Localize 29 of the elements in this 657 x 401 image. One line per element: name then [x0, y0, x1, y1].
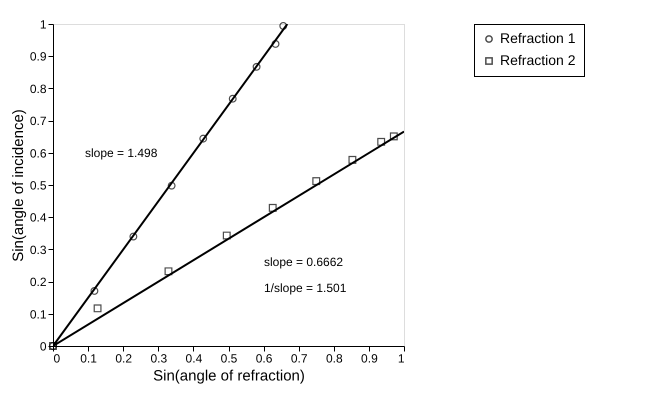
y-tick-label: 0.7: [30, 114, 47, 128]
x-tick-label: 0: [54, 352, 60, 366]
legend-label: Refraction 2: [500, 52, 576, 68]
y-tick-label: 0.8: [30, 82, 47, 96]
y-tick-label: 0.5: [30, 178, 47, 192]
y-tick-label: 0: [40, 340, 47, 354]
legend-label: Refraction 1: [500, 30, 576, 46]
x-tick-label: 0.6: [256, 352, 273, 366]
y-axis-title: Sin(angle of incidence): [10, 109, 27, 262]
y-tick-label: 0.6: [30, 146, 47, 160]
x-tick-label: 0.4: [186, 352, 203, 366]
annotation: slope = 1.498: [85, 146, 158, 160]
x-tick-label: 0.5: [220, 352, 238, 366]
y-tick-label: 1: [40, 18, 47, 32]
x-tick-label: 0.8: [326, 352, 343, 366]
x-tick-label: 0.7: [290, 352, 308, 366]
y-tick-label: 0.2: [30, 275, 47, 290]
x-tick-label: 0.9: [361, 352, 378, 366]
x-tick-label: 0.1: [80, 352, 98, 366]
annotation: slope = 0.6662: [264, 255, 344, 269]
x-axis-title: Sin(angle of refraction): [153, 368, 305, 384]
y-tick-label: 0.9: [30, 50, 47, 64]
y-tick-label: 0.4: [30, 210, 47, 225]
x-tick-label: 1: [398, 352, 405, 366]
y-tick-label: 0.3: [30, 242, 47, 257]
annotation: 1/slope = 1.501: [264, 281, 347, 295]
x-tick-label: 0.2: [115, 352, 132, 366]
y-tick-label: 0.1: [30, 307, 47, 322]
x-tick-label: 0.3: [150, 352, 168, 366]
